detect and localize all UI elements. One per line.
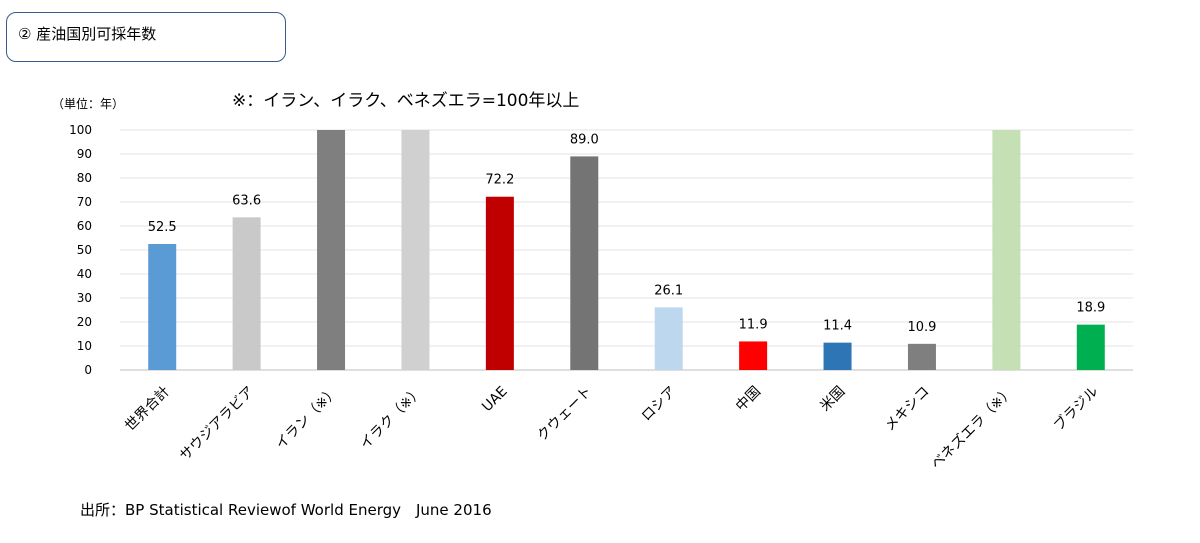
y-tick-label: 40 bbox=[77, 267, 92, 281]
data-label: 63.6 bbox=[232, 193, 261, 208]
source-note: 出所：BP Statistical Reviewof World Energy … bbox=[80, 501, 492, 519]
y-tick-label: 70 bbox=[77, 195, 92, 209]
section-title: ② 産油国別可採年数 bbox=[18, 25, 157, 43]
x-tick-label: 中国 bbox=[733, 384, 764, 415]
x-tick-label: クウェート bbox=[534, 384, 595, 445]
bar bbox=[570, 156, 599, 370]
x-tick-label: ロシア bbox=[639, 384, 680, 425]
bar bbox=[907, 343, 936, 370]
x-tick-label: 米国 bbox=[817, 384, 848, 415]
y-tick-label: 30 bbox=[77, 291, 92, 305]
y-tick-label: 60 bbox=[77, 219, 92, 233]
x-tick-label: イラク（※） bbox=[357, 384, 426, 453]
bar bbox=[232, 217, 261, 370]
bar bbox=[148, 244, 177, 370]
bar bbox=[739, 341, 768, 370]
y-tick-label: 90 bbox=[77, 147, 92, 161]
bar bbox=[823, 342, 852, 370]
x-tick-label: サウジアラビア bbox=[177, 384, 258, 465]
y-tick-label: 80 bbox=[77, 171, 92, 185]
x-tick-label: ブラジル bbox=[1050, 383, 1101, 434]
data-label: 26.1 bbox=[654, 283, 683, 298]
bar bbox=[992, 130, 1021, 370]
data-label: 11.9 bbox=[739, 317, 768, 332]
x-tick-label: ベネズエラ（※） bbox=[928, 384, 1017, 473]
x-tick-label: イラン（※） bbox=[273, 384, 342, 453]
x-tick-label: 世界合計 bbox=[122, 384, 173, 435]
y-tick-label: 50 bbox=[77, 243, 92, 257]
data-label: 89.0 bbox=[570, 132, 599, 147]
chart-note: ※：イラン、イラク、ベネズエラ=100年以上 bbox=[232, 91, 580, 111]
data-label: 18.9 bbox=[1076, 301, 1105, 316]
bar bbox=[317, 130, 346, 370]
data-label: 10.9 bbox=[907, 320, 936, 335]
data-label: 52.5 bbox=[148, 220, 177, 235]
y-tick-label: 100 bbox=[69, 123, 92, 137]
bar bbox=[654, 307, 683, 370]
data-label: 72.2 bbox=[485, 173, 514, 188]
x-tick-label: UAE bbox=[479, 384, 511, 416]
x-tick-label: メキシコ bbox=[882, 384, 933, 435]
bar bbox=[485, 196, 514, 370]
y-tick-label: 0 bbox=[84, 363, 92, 377]
unit-label: （単位：年） bbox=[52, 97, 125, 111]
y-tick-label: 20 bbox=[77, 315, 92, 329]
y-tick-label: 10 bbox=[77, 339, 92, 353]
bar bbox=[1076, 324, 1105, 370]
data-label: 11.4 bbox=[823, 319, 852, 334]
section-box bbox=[6, 12, 286, 62]
bar bbox=[401, 130, 430, 370]
